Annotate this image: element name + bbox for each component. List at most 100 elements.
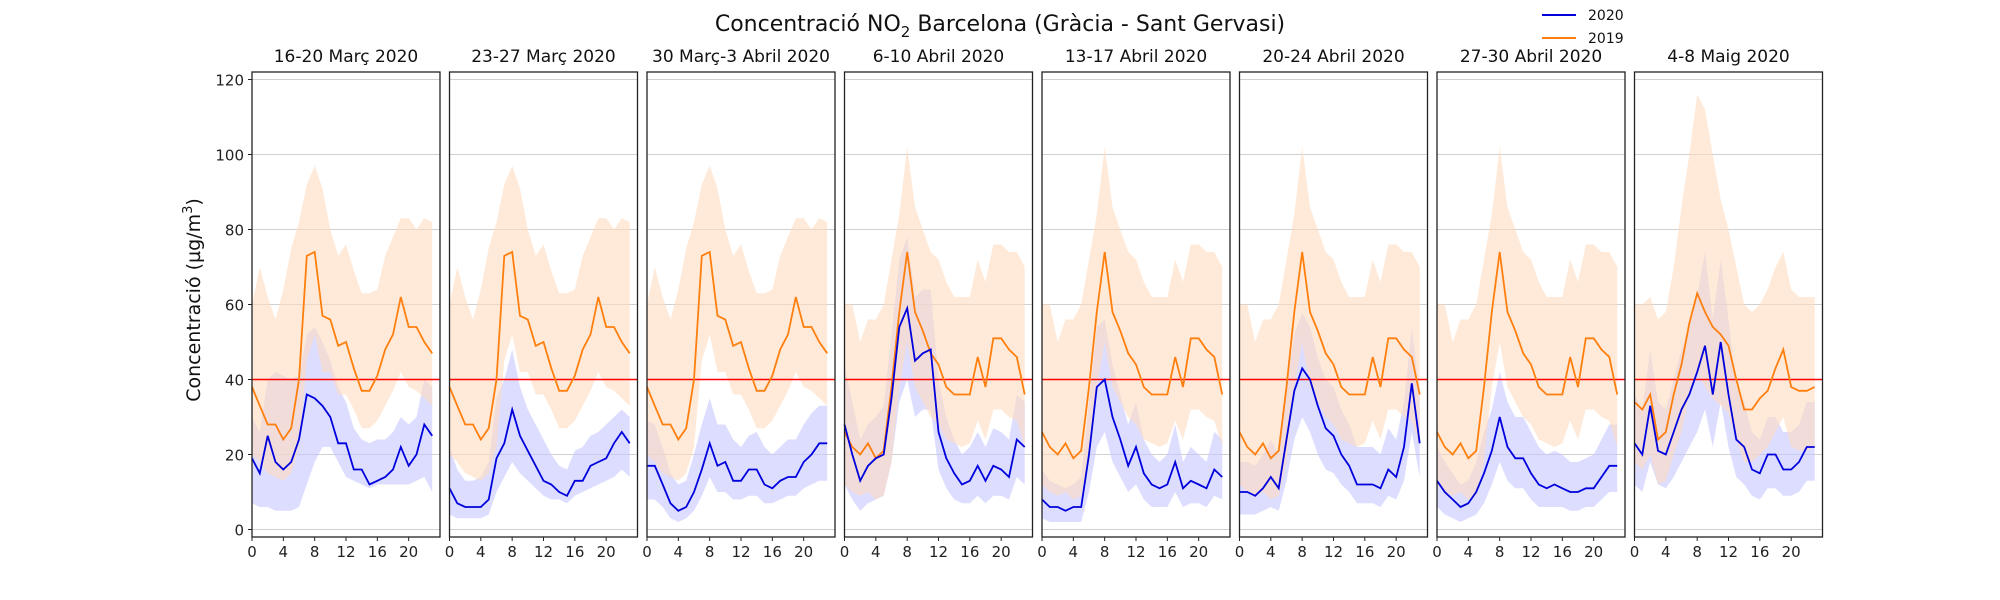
x-tick-label: 4 <box>1069 543 1079 561</box>
series-line-2019 <box>1041 251 1224 460</box>
chart-title: Concentració NO2 Barcelona (Gràcia - San… <box>715 12 1285 41</box>
x-tick-label: 4 <box>674 543 684 561</box>
series-line-2019 <box>1436 251 1619 460</box>
x-tick-label: 0 <box>1432 543 1442 561</box>
x-tick-label: 20 <box>597 543 616 561</box>
x-tick-label: 12 <box>1521 543 1540 561</box>
x-tick-label: 8 <box>507 543 517 561</box>
y-tick-label: 0 <box>234 522 244 540</box>
x-tick-label: 16 <box>1750 543 1769 561</box>
y-tick-label: 100 <box>215 147 244 165</box>
x-tick-label: 8 <box>310 543 320 561</box>
x-tick-label: 0 <box>1235 543 1245 561</box>
x-tick-label: 12 <box>1719 543 1738 561</box>
y-tick-label: 120 <box>215 72 244 90</box>
series-line-2019 <box>251 250 433 442</box>
x-tick-label: 8 <box>902 543 912 561</box>
y-tick-label: 20 <box>225 447 244 465</box>
band-2019 <box>1437 147 1618 500</box>
x-tick-label: 0 <box>840 543 850 561</box>
x-tick-label: 20 <box>1387 543 1406 561</box>
x-tick-label: 12 <box>1126 543 1145 561</box>
panel-title: 4-8 Maig 2020 <box>1667 47 1789 67</box>
x-tick-label: 20 <box>1584 543 1603 561</box>
band-2020 <box>252 327 433 511</box>
x-tick-label: 16 <box>1553 543 1572 561</box>
panel-title: 16-20 Març 2020 <box>274 47 419 67</box>
series-line-2019 <box>646 250 828 442</box>
x-tick-label: 4 <box>1266 543 1276 561</box>
x-tick-label: 16 <box>960 543 979 561</box>
y-tick-label: 60 <box>225 297 244 315</box>
x-tick-label: 12 <box>1324 543 1343 561</box>
series-line-2019 <box>843 251 1026 460</box>
x-tick-label: 20 <box>1189 543 1208 561</box>
panel-title: 6-10 Abril 2020 <box>873 47 1005 67</box>
legend: 2020 2019 <box>1542 8 1624 47</box>
x-tick-label: 4 <box>1464 543 1474 561</box>
band-2020 <box>647 398 828 522</box>
chart-panel: 30 Març-3 Abril 2020 0 4 8 12 16 20 <box>642 47 836 561</box>
series-line-2020 <box>1239 366 1421 497</box>
x-tick-label: 0 <box>247 543 257 561</box>
panel-title: 20-24 Abril 2020 <box>1262 47 1404 67</box>
y-tick-label: 80 <box>225 222 244 240</box>
band-2019 <box>1042 147 1223 500</box>
x-tick-label: 16 <box>763 543 782 561</box>
x-tick-label: 8 <box>1297 543 1307 561</box>
chart-panel: 4-8 Maig 2020 0 4 8 12 16 20 <box>1630 47 1824 561</box>
x-tick-label: 20 <box>992 543 1011 561</box>
band-2020 <box>1437 372 1618 522</box>
x-tick-label: 16 <box>1158 543 1177 561</box>
panel-title: 30 Març-3 Abril 2020 <box>652 47 830 67</box>
x-tick-label: 12 <box>534 543 553 561</box>
chart-panel: 13-17 Abril 2020 0 4 8 12 16 20 <box>1037 47 1231 561</box>
x-tick-label: 0 <box>1037 543 1047 561</box>
series-line-2020 <box>843 304 1026 486</box>
panel-title: 27-30 Abril 2020 <box>1460 47 1602 67</box>
chart-panel: 27-30 Abril 2020 0 4 8 12 16 20 <box>1432 47 1626 561</box>
x-tick-label: 0 <box>642 543 652 561</box>
x-tick-label: 16 <box>368 543 387 561</box>
x-tick-label: 20 <box>1782 543 1801 561</box>
x-tick-label: 8 <box>705 543 715 561</box>
band-2019 <box>449 165 630 481</box>
x-tick-label: 16 <box>565 543 584 561</box>
x-tick-label: 8 <box>1495 543 1505 561</box>
x-tick-label: 12 <box>731 543 750 561</box>
series-line-2019 <box>1238 251 1421 460</box>
x-tick-label: 12 <box>336 543 355 561</box>
x-tick-label: 20 <box>399 543 418 561</box>
series-line-2020 <box>1041 377 1223 512</box>
series-line-2020 <box>448 405 631 508</box>
x-tick-label: 20 <box>794 543 813 561</box>
chart-panel: 20-24 Abril 2020 0 4 8 12 16 20 <box>1235 47 1429 561</box>
x-tick-label: 4 <box>871 543 881 561</box>
series-line-2019 <box>448 250 631 442</box>
panel-title: 13-17 Abril 2020 <box>1065 47 1207 67</box>
band-2019 <box>252 165 433 481</box>
x-tick-label: 16 <box>1355 543 1374 561</box>
x-tick-label: 4 <box>476 543 486 561</box>
series-line-2020 <box>251 393 433 486</box>
series-line-2020 <box>647 440 828 512</box>
chart-panel: 23-27 Març 2020 0 4 8 12 16 20 <box>445 47 639 561</box>
x-tick-label: 4 <box>279 543 289 561</box>
x-tick-label: 4 <box>1661 543 1671 561</box>
x-tick-label: 0 <box>1630 543 1640 561</box>
chart-panel: 6-10 Abril 2020 0 4 8 12 16 20 <box>840 47 1034 561</box>
series-line-2020 <box>1436 416 1618 509</box>
x-tick-label: 12 <box>929 543 948 561</box>
band-2019 <box>1634 94 1815 485</box>
series-line-2019 <box>1633 290 1816 442</box>
legend-label-2019: 2019 <box>1588 31 1624 47</box>
band-2019 <box>1239 147 1420 500</box>
chart-panel: 16-20 Març 2020 0 4 8 12 16 20 0 20 40 60 80 100 120 <box>215 47 441 561</box>
legend-label-2020: 2020 <box>1588 8 1624 24</box>
y-axis-label: Concentració (µg/m3) <box>181 198 205 402</box>
x-tick-label: 0 <box>445 543 455 561</box>
x-tick-label: 8 <box>1100 543 1110 561</box>
y-tick-label: 40 <box>225 372 244 390</box>
